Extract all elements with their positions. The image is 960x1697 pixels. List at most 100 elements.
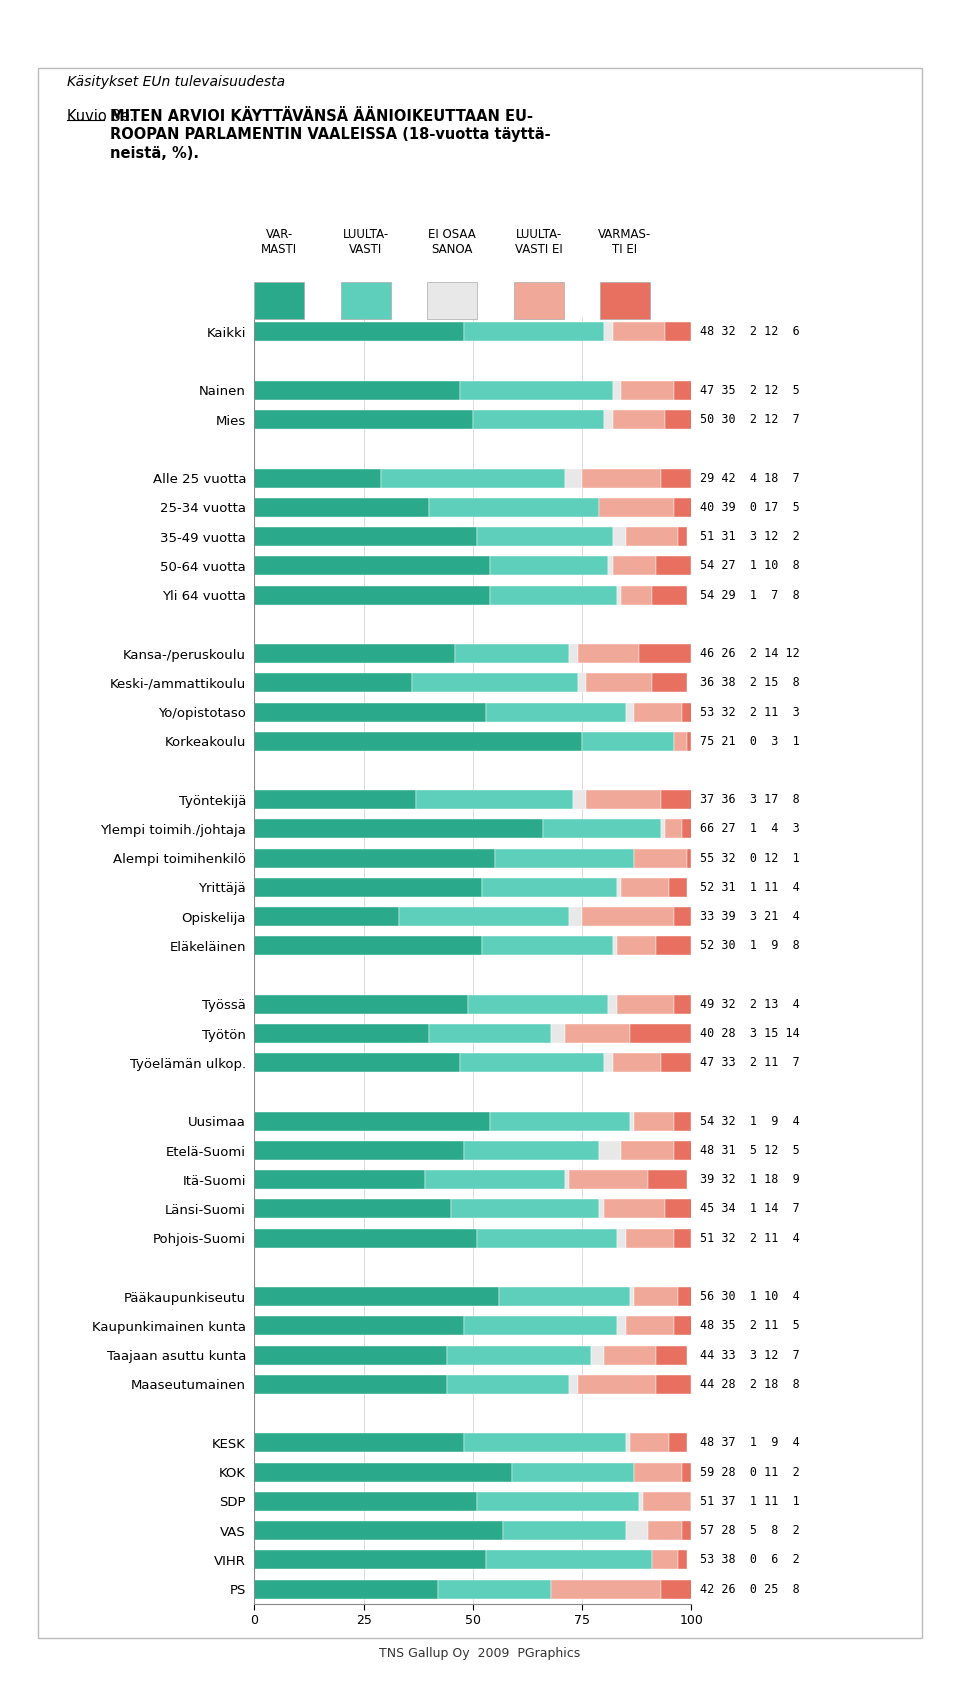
Bar [254, 1551, 486, 1570]
Bar [438, 1580, 551, 1599]
Bar [254, 877, 482, 898]
Text: 37 36  3 17  8: 37 36 3 17 8 [700, 792, 800, 806]
Bar [635, 1288, 678, 1307]
Bar [635, 703, 683, 721]
Bar [254, 1112, 491, 1130]
Text: 54 29  1  7  8: 54 29 1 7 8 [700, 589, 800, 601]
Bar [569, 645, 578, 664]
Bar [254, 1375, 446, 1393]
Bar [254, 557, 491, 575]
Bar [657, 1346, 686, 1364]
Bar [612, 557, 657, 575]
Bar [578, 674, 587, 692]
Bar [617, 937, 657, 955]
Text: 48 32  2 12  6: 48 32 2 12 6 [700, 326, 800, 338]
Bar [652, 585, 686, 604]
Bar [635, 848, 686, 867]
Bar [254, 1023, 429, 1044]
Bar [429, 1023, 551, 1044]
Bar [652, 1551, 678, 1570]
Bar [446, 1375, 569, 1393]
Bar [455, 645, 569, 664]
Bar [564, 468, 582, 487]
Text: 33 39  3 21  4: 33 39 3 21 4 [700, 910, 800, 923]
Bar [254, 1200, 451, 1218]
Bar [621, 585, 652, 604]
Bar [587, 674, 652, 692]
Text: LUULTA-
VASTI EI: LUULTA- VASTI EI [515, 229, 563, 256]
Bar [254, 703, 486, 721]
Bar [254, 1521, 503, 1541]
Bar [660, 820, 665, 838]
Bar [254, 322, 464, 341]
Bar [609, 557, 612, 575]
Bar [621, 1140, 674, 1161]
Text: 59 28  0 11  2: 59 28 0 11 2 [700, 1466, 800, 1478]
Bar [674, 994, 691, 1013]
Bar [254, 791, 416, 809]
Bar [630, 1023, 691, 1044]
Text: 48 37  1  9  4: 48 37 1 9 4 [700, 1436, 800, 1449]
Text: 55 32  0 12  1: 55 32 0 12 1 [700, 852, 800, 865]
Text: LUULTA-
VASTI: LUULTA- VASTI [343, 229, 389, 256]
Text: 49 32  2 13  4: 49 32 2 13 4 [700, 998, 800, 1011]
Text: 50 30  2 12  7: 50 30 2 12 7 [700, 412, 800, 426]
Text: 75 21  0  3  1: 75 21 0 3 1 [700, 735, 800, 748]
Bar [665, 411, 696, 429]
Bar [564, 1023, 630, 1044]
Bar [599, 1140, 621, 1161]
Bar [582, 908, 674, 927]
Text: 47 33  2 11  7: 47 33 2 11 7 [700, 1056, 800, 1069]
Text: EI OSAA
SANOA: EI OSAA SANOA [428, 229, 476, 256]
Bar [683, 1521, 691, 1541]
Bar [464, 1317, 617, 1336]
Text: 29 42  4 18  7: 29 42 4 18 7 [700, 472, 800, 485]
Bar [587, 791, 660, 809]
Bar [254, 1229, 477, 1247]
Bar [499, 1288, 630, 1307]
Bar [647, 1171, 686, 1190]
Bar [657, 937, 691, 955]
Bar [626, 703, 635, 721]
Bar [254, 380, 460, 400]
Bar [669, 1434, 686, 1453]
Bar [254, 1492, 477, 1510]
Bar [678, 1551, 686, 1570]
Text: MITEN ARVIOI KÄYTTÄVÄNSÄ ÄÄNIOIKEUTTAAN EU-
ROOPAN PARLAMENTIN VAALEISSA (18-vuo: MITEN ARVIOI KÄYTTÄVÄNSÄ ÄÄNIOIKEUTTAAN … [110, 109, 551, 161]
Text: 51 32  2 11  4: 51 32 2 11 4 [700, 1232, 800, 1244]
Bar [578, 645, 638, 664]
Bar [582, 468, 660, 487]
Bar [416, 791, 573, 809]
Text: 53 38  0  6  2: 53 38 0 6 2 [700, 1553, 800, 1566]
Bar [612, 380, 621, 400]
Bar [590, 1346, 604, 1364]
Bar [665, 1200, 696, 1218]
Bar [599, 497, 674, 518]
Bar [674, 497, 696, 518]
Bar [604, 1346, 657, 1364]
Bar [630, 1112, 635, 1130]
Bar [464, 322, 604, 341]
Bar [381, 468, 564, 487]
Bar [491, 585, 617, 604]
Bar [660, 1580, 696, 1599]
Bar [657, 1375, 691, 1393]
Bar [635, 1463, 683, 1481]
Bar [542, 820, 660, 838]
Bar [626, 1229, 674, 1247]
Bar [665, 820, 683, 838]
Bar [617, 585, 621, 604]
Bar [254, 497, 429, 518]
Bar [503, 1521, 626, 1541]
Bar [254, 528, 477, 546]
Bar [578, 1375, 657, 1393]
Bar [626, 1317, 674, 1336]
Text: 44 28  2 18  8: 44 28 2 18 8 [700, 1378, 800, 1392]
Text: Käsitykset EUn tulevaisuudesta: Käsitykset EUn tulevaisuudesta [67, 75, 285, 88]
Bar [612, 528, 626, 546]
Bar [669, 877, 686, 898]
Bar [638, 1492, 643, 1510]
Text: 53 32  2 11  3: 53 32 2 11 3 [700, 706, 800, 718]
Text: Kuvio 8e.: Kuvio 8e. [67, 109, 134, 124]
Bar [254, 674, 412, 692]
